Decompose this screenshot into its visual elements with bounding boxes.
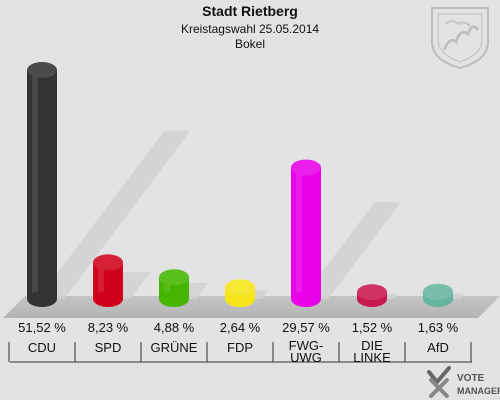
category-label: CDU (28, 340, 56, 355)
bars-group (27, 62, 453, 307)
category-label-line: AfD (427, 340, 449, 355)
bar-shadows (38, 130, 464, 299)
value-label: 1,63 % (418, 320, 459, 335)
bar (93, 254, 123, 307)
category-label-line: CDU (28, 340, 56, 355)
category-label-line: SPD (95, 340, 122, 355)
value-label: 29,57 % (282, 320, 330, 335)
bar (357, 284, 387, 307)
category-label: DIE LINKE (353, 338, 391, 365)
value-label: 51,52 % (18, 320, 66, 335)
bar (225, 279, 255, 307)
category-label-line: FWG- (289, 338, 324, 353)
value-label: 1,52 % (352, 320, 393, 335)
value-label: 2,64 % (220, 320, 261, 335)
chart-title: Stadt Rietberg (202, 3, 298, 19)
coat-of-arms-icon (431, 7, 489, 70)
bar-shadow (302, 202, 401, 299)
category-label: GRÜNE (151, 340, 198, 355)
bar (159, 269, 189, 307)
chart-district: Bokel (235, 37, 265, 51)
category-label-line: LINKE (353, 350, 391, 365)
checkmark-x-icon (427, 366, 451, 398)
bar (423, 283, 453, 307)
category-label: FWG-UWG (289, 338, 324, 365)
logo-text-vote: VOTE (457, 373, 485, 384)
category-ticks (8, 342, 472, 362)
category-label-line: GRÜNE (151, 340, 198, 355)
value-labels: 51,52 % 8,23 % 4,88 % 2,64 % 29,57 % 1,52 % 1,… (18, 320, 459, 335)
bar (27, 62, 57, 307)
bar (291, 159, 321, 307)
category-label: FDP (227, 340, 253, 355)
category-label-line: DIE (361, 338, 383, 353)
category-label-line: FDP (227, 340, 253, 355)
value-label: 4,88 % (154, 320, 195, 335)
category-label: AfD (427, 340, 449, 355)
chart-subtitle: Kreistagswahl 25.05.2014 (181, 22, 319, 36)
category-label-line: UWG (290, 350, 322, 365)
logo-text-manager: MANAGER (457, 386, 500, 396)
value-label: 8,23 % (88, 320, 129, 335)
vote-manager-logo: VOTE MANAGER (427, 366, 500, 398)
category-labels: CDU SPD GRÜNE FDP FWG-UWG DIE LINKE AfD (28, 338, 449, 365)
category-label: SPD (95, 340, 122, 355)
bar-shadow (38, 130, 191, 299)
